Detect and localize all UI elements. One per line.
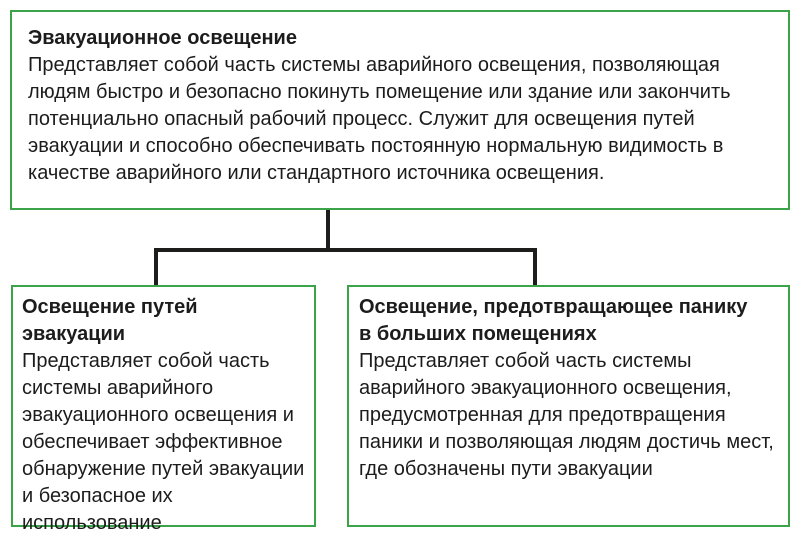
escape-route-node-title: Освещение путей эвакуации	[22, 296, 198, 345]
anti-panic-node-body: Представляет собой часть системы аварийн…	[359, 350, 774, 480]
connector-drop-left	[154, 250, 158, 285]
connector-stem	[326, 210, 330, 250]
node-evacuation-lighting: Эвакуационное освещение Представляет соб…	[10, 10, 790, 210]
root-node-body: Представляет собой часть системы аварийн…	[28, 54, 731, 184]
anti-panic-node-title: Освещение, предотвращающее панику в боль…	[359, 296, 748, 345]
node-anti-panic-lighting: Освещение, предотвращающее панику в боль…	[347, 285, 790, 527]
connector-horizontal-bar	[154, 248, 537, 252]
escape-route-node-body: Представляет собой часть системы аварийн…	[22, 350, 305, 534]
connector-drop-right	[533, 250, 537, 285]
node-escape-route-lighting: Освещение путей эвакуации Представляет с…	[11, 285, 316, 534]
root-node-title: Эвакуационное освещение	[28, 27, 297, 49]
